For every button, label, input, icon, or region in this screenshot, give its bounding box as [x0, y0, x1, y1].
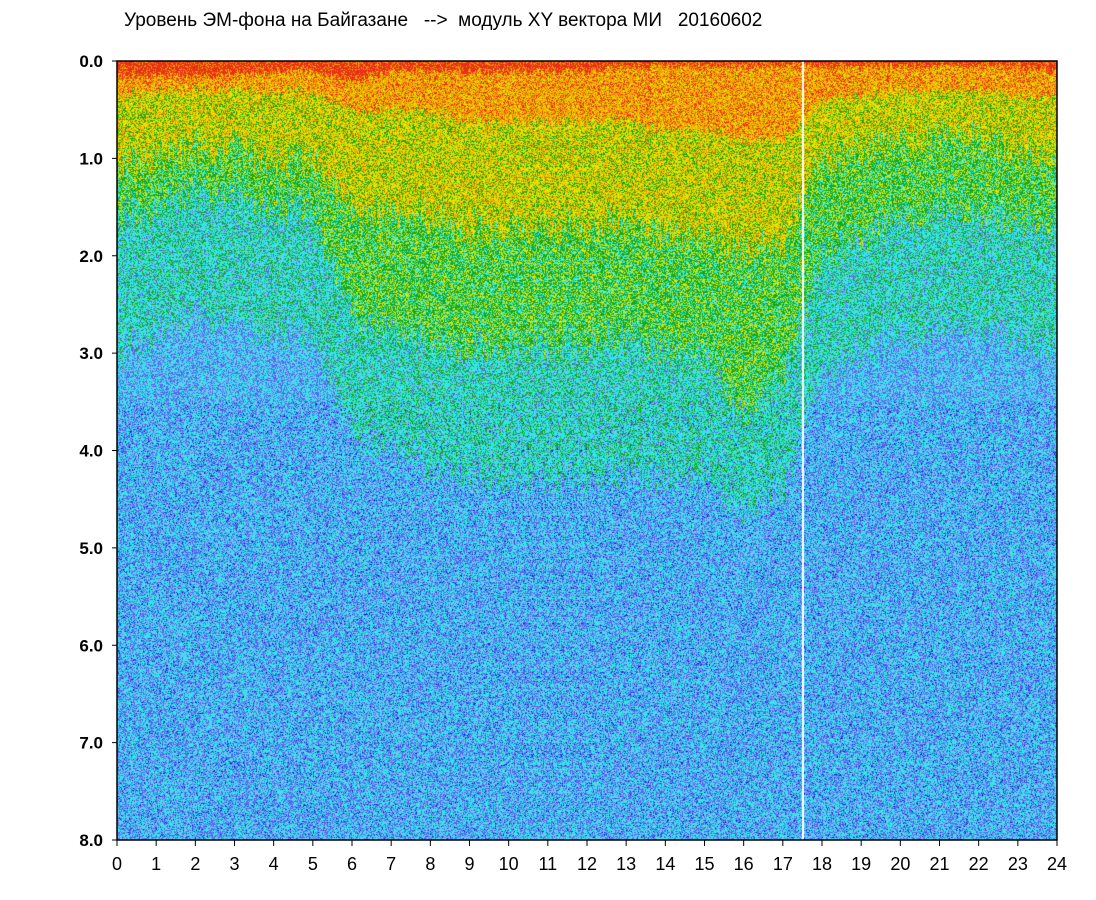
- y-tick-label: 1.0: [79, 149, 103, 168]
- y-axis: 0.0 1.0 2.0 3.0 4.0 5.0 6.0 7.0 8.0: [79, 52, 117, 850]
- x-tick-label: 3: [229, 854, 239, 874]
- y-tick-label: 7.0: [79, 734, 103, 753]
- x-tick-label: 5: [308, 854, 318, 874]
- x-tick-label: 18: [812, 854, 832, 874]
- x-tick-label: 8: [425, 854, 435, 874]
- x-tick-label: 11: [538, 854, 557, 874]
- y-tick-label: 2.0: [79, 247, 103, 266]
- y-tick-label: 5.0: [79, 539, 103, 558]
- x-tick-label: 13: [616, 854, 636, 874]
- x-tick-label: 2: [190, 854, 200, 874]
- x-tick-label: 24: [1047, 854, 1067, 874]
- x-tick-label: 22: [969, 854, 989, 874]
- x-tick-label: 16: [734, 854, 754, 874]
- x-tick-label: 23: [1008, 854, 1028, 874]
- heatmap-image: [117, 61, 1057, 840]
- x-tick-label: 21: [929, 854, 949, 874]
- x-tick-label: 1: [151, 854, 161, 874]
- y-tick-label: 8.0: [79, 831, 103, 850]
- x-tick-label: 0: [112, 854, 122, 874]
- y-tick-label: 0.0: [79, 52, 103, 71]
- x-tick-label: 6: [347, 854, 357, 874]
- x-tick-label: 14: [655, 854, 675, 874]
- x-tick-label: 17: [773, 854, 793, 874]
- x-tick-label: 4: [269, 854, 279, 874]
- x-tick-label: 12: [577, 854, 597, 874]
- x-tick-label: 19: [851, 854, 871, 874]
- x-tick-label: 20: [890, 854, 910, 874]
- x-tick-label: 15: [694, 854, 714, 874]
- heatmap-cells: [117, 61, 1057, 840]
- y-tick-label: 4.0: [79, 442, 103, 461]
- y-tick-label: 6.0: [79, 636, 103, 655]
- chart-title: Уровень ЭМ-фона на Байгазане --> модуль …: [124, 10, 763, 31]
- x-tick-label: 9: [464, 854, 474, 874]
- x-tick-label: 10: [499, 854, 519, 874]
- x-tick-label: 7: [386, 854, 396, 874]
- y-tick-label: 3.0: [79, 344, 103, 363]
- x-axis: 0 1 2 3 4 5 6 7 8 9 10 11 12 13 14 15 16 17 18 19 20 21 22 23 24: [112, 840, 1067, 874]
